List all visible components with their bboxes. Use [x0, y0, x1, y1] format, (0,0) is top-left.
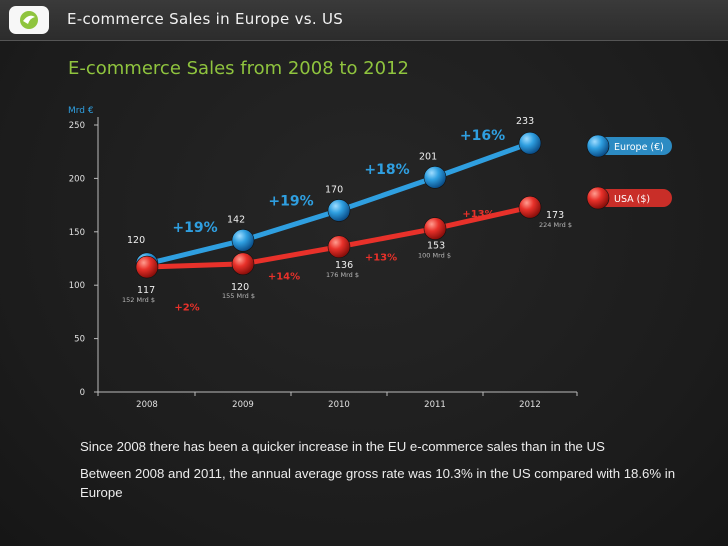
usa-value-label: 120	[231, 282, 249, 293]
usa-value-label: 153	[427, 241, 445, 252]
usa-growth-label: +2%	[174, 302, 199, 313]
europe-value-label: 170	[325, 184, 343, 195]
notes-block: Since 2008 there has been a quicker incr…	[80, 437, 700, 510]
data-point-usa	[135, 255, 159, 279]
legend-label-usa: USA ($)	[614, 194, 650, 205]
europe-growth-label: +19%	[268, 193, 313, 209]
usa-mrd-usd-label: 152 Mrd $	[122, 296, 155, 304]
usa-value-label: 117	[137, 285, 155, 296]
data-point-europe	[327, 199, 351, 222]
chart-title: E-commerce Sales from 2008 to 2012	[68, 58, 409, 79]
europe-value-label: 120	[127, 235, 145, 246]
usa-mrd-usd-label: 155 Mrd $	[222, 292, 255, 300]
usa-mrd-usd-label: 224 Mrd $	[539, 221, 572, 229]
legend-label-europe: Europe (€)	[614, 142, 664, 153]
note-2: Between 2008 and 2011, the annual averag…	[80, 466, 676, 500]
note-1: Since 2008 there has been a quicker incr…	[80, 439, 605, 454]
data-point-europe	[231, 229, 255, 252]
data-point-usa	[231, 252, 255, 276]
legend-swatch-bar	[598, 189, 672, 207]
usa-mrd-usd-label: 100 Mrd $	[418, 252, 451, 260]
x-tick-label: 2009	[232, 400, 254, 410]
data-point-usa	[327, 235, 351, 259]
europe-growth-label: +18%	[364, 162, 409, 178]
data-point-europe	[423, 166, 447, 189]
x-tick-label: 2012	[519, 400, 541, 410]
x-tick-label: 2011	[424, 400, 446, 410]
usa-growth-label: +13%	[365, 253, 397, 264]
usa-growth-label: +13%	[462, 209, 494, 220]
y-tick-label: 200	[69, 174, 85, 184]
legend-marker	[586, 134, 610, 158]
europe-growth-label: +19%	[172, 220, 217, 236]
logo-icon	[9, 6, 49, 34]
europe-value-label: 142	[227, 214, 245, 225]
europe-growth-label: +16%	[460, 128, 505, 144]
usa-mrd-usd-label: 176 Mrd $	[326, 271, 359, 279]
slide-header: E-commerce Sales in Europe vs. US	[0, 0, 728, 41]
europe-value-label: 201	[419, 151, 437, 162]
y-tick-label: 0	[80, 388, 85, 398]
data-point-usa	[518, 195, 542, 219]
x-tick-label: 2008	[136, 400, 158, 410]
data-point-europe	[518, 131, 542, 155]
y-tick-label: 100	[69, 281, 85, 291]
usa-value-label: 136	[335, 260, 353, 271]
y-tick-label: 50	[74, 335, 85, 345]
usa-growth-label: +14%	[268, 271, 300, 282]
usa-value-label: 173	[546, 210, 564, 221]
europe-value-label: 233	[516, 116, 534, 127]
x-tick-label: 2010	[328, 400, 350, 410]
data-point-usa	[423, 217, 447, 240]
y-tick-label: 250	[69, 121, 85, 131]
header-title: E-commerce Sales in Europe vs. US	[67, 10, 344, 28]
legend-swatch-bar	[598, 137, 672, 155]
y-tick-label: 150	[69, 228, 85, 238]
legend-marker	[586, 186, 610, 210]
y-axis-label: Mrd €	[68, 106, 94, 116]
